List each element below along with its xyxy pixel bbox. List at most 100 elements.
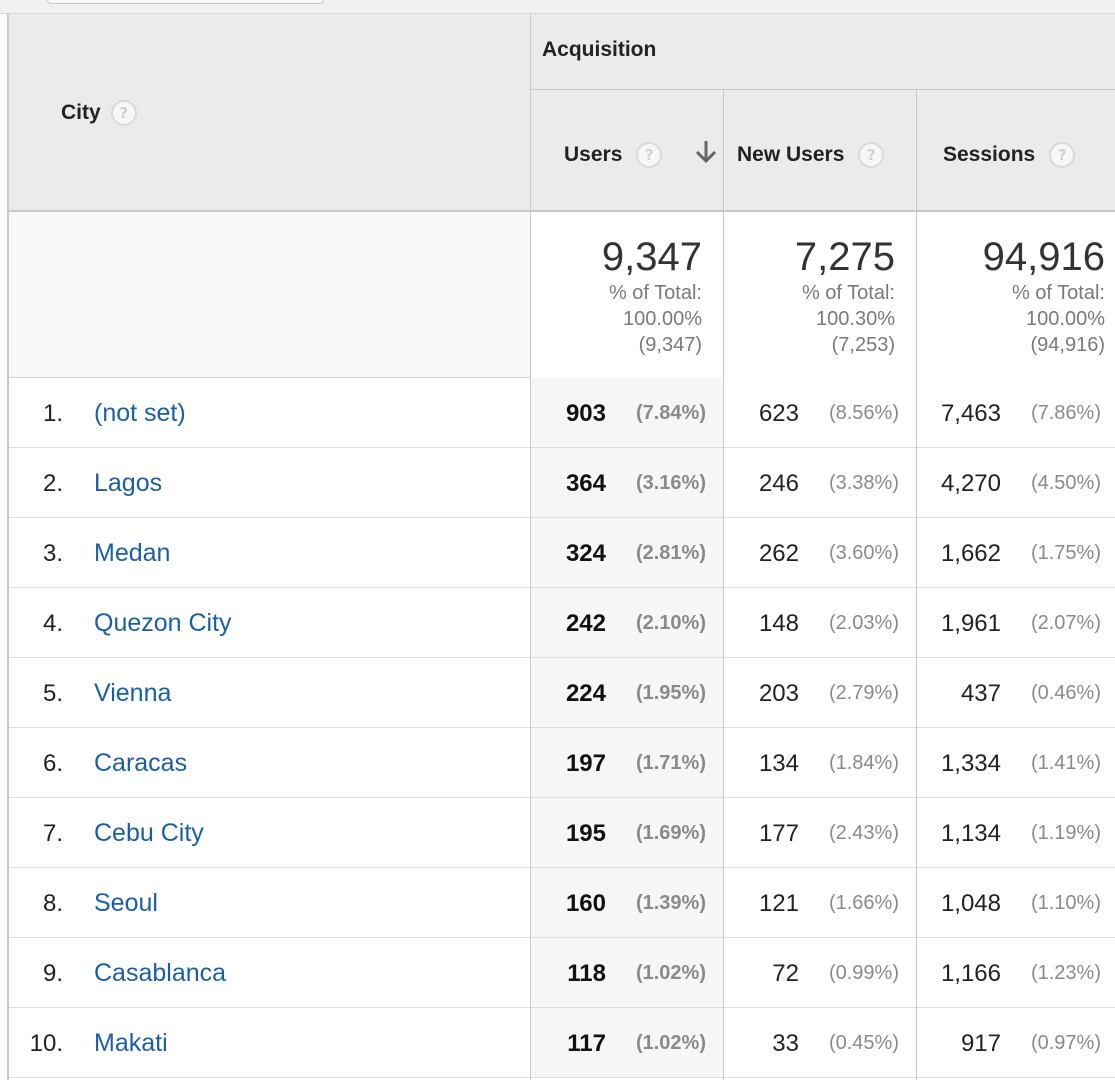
city-link[interactable]: Cebu City	[94, 819, 204, 847]
sessions-value: 7,463	[940, 400, 1001, 427]
help-icon[interactable]: ?	[636, 142, 663, 168]
users-pct: (2.10%)	[635, 612, 706, 634]
column-divider	[723, 89, 724, 1080]
sessions-pct: (1.10%)	[1030, 892, 1101, 914]
row-index: 8.	[42, 890, 63, 917]
city-link[interactable]: Lagos	[94, 469, 163, 497]
city-link[interactable]: Seoul	[94, 889, 158, 917]
sessions-pct: (4.50%)	[1030, 472, 1101, 494]
sorted-column-cell	[531, 938, 724, 1007]
row-index: 4.	[42, 610, 63, 637]
users-total-of: (9,347)	[638, 334, 702, 356]
city-link[interactable]: Vienna	[94, 679, 172, 707]
new-users-column-header[interactable]: New Users ?	[737, 140, 885, 170]
city-column-header[interactable]: City ?	[61, 100, 137, 126]
top-toolbar-strip	[0, 0, 1115, 14]
sessions-pct: (7.86%)	[1030, 402, 1101, 424]
sessions-pct: (1.75%)	[1030, 542, 1101, 564]
sessions-pct: (1.19%)	[1030, 822, 1101, 844]
table-row: 6. Caracas 197 (1.71%) 134 (1.84%) 1,334 (1.41%…	[9, 728, 1115, 798]
city-link[interactable]: Medan	[94, 539, 171, 567]
sessions-value: 917	[960, 1030, 1001, 1057]
users-value: 160	[565, 890, 606, 917]
users-pct: (3.16%)	[635, 472, 706, 494]
row-index: 2.	[42, 470, 63, 497]
table-row: 2. Lagos 364 (3.16%) 246 (3.38%) 4,270 (4.50%)	[9, 448, 1115, 518]
row-index: 6.	[42, 750, 63, 777]
sessions-value: 1,334	[940, 750, 1001, 777]
sessions-total-pct-label: % of Total:	[1011, 282, 1105, 304]
new-users-value: 203	[758, 680, 799, 707]
users-value: 242	[565, 610, 606, 637]
divider	[531, 89, 1115, 90]
new-users-pct: (2.03%)	[828, 612, 899, 634]
users-column-header[interactable]: Users ?	[564, 140, 663, 170]
sorted-column-cell	[531, 518, 724, 587]
city-header-label: City	[61, 101, 101, 124]
new-users-total-cell: 7,275 % of Total: 100.30% (7,253)	[724, 212, 917, 378]
sessions-value: 1,166	[940, 960, 1001, 987]
sort-descending-arrow-icon[interactable]	[693, 138, 719, 166]
users-total-pct: 100.00%	[623, 308, 702, 330]
users-pct: (1.02%)	[635, 1032, 706, 1054]
totals-row: 9,347 % of Total: 100.00% (9,347) 7,275 …	[9, 212, 1115, 378]
users-value: 117	[567, 1030, 606, 1057]
row-index: 1.	[42, 400, 63, 427]
help-icon[interactable]: ?	[858, 142, 885, 168]
new-users-pct: (1.66%)	[828, 892, 899, 914]
new-users-total-pct: 100.30%	[816, 308, 895, 330]
table-row: 7. Cebu City 195 (1.69%) 177 (2.43%) 1,134 (1.1…	[9, 798, 1115, 868]
users-pct: (7.84%)	[635, 402, 706, 424]
report-table: City ? Acquisition Users ? New Users ? S…	[7, 14, 1115, 1080]
sessions-pct: (0.46%)	[1030, 682, 1101, 704]
sessions-total: 94,916	[982, 235, 1105, 279]
row-index: 10.	[29, 1030, 63, 1057]
new-users-value: 246	[758, 470, 799, 497]
users-total: 9,347	[601, 235, 702, 279]
sessions-value: 4,270	[940, 470, 1001, 497]
new-users-value: 72	[772, 960, 799, 987]
column-divider	[530, 14, 531, 1080]
new-users-value: 134	[758, 750, 799, 777]
sessions-pct: (0.97%)	[1030, 1032, 1101, 1054]
table-row: 5. Vienna 224 (1.95%) 203 (2.79%) 437 (0.46%)	[9, 658, 1115, 728]
table-row: 9. Casablanca 118 (1.02%) 72 (0.99%) 1,166 (1.2…	[9, 938, 1115, 1008]
sessions-value: 437	[960, 680, 1001, 707]
table-row: 3. Medan 324 (2.81%) 262 (3.60%) 1,662 (1.75%)	[9, 518, 1115, 588]
sessions-value: 1,048	[940, 890, 1001, 917]
users-value: 364	[565, 470, 606, 497]
users-pct: (1.02%)	[635, 962, 706, 984]
city-link[interactable]: Caracas	[94, 749, 188, 777]
new-users-pct: (2.79%)	[828, 682, 899, 704]
users-value: 118	[567, 960, 606, 987]
help-icon[interactable]: ?	[1049, 142, 1076, 168]
users-pct: (1.69%)	[635, 822, 706, 844]
new-users-value: 623	[758, 400, 799, 427]
sessions-column-header[interactable]: Sessions ?	[943, 140, 1076, 170]
users-total-pct-label: % of Total:	[608, 282, 702, 304]
users-value: 197	[565, 750, 606, 777]
city-link[interactable]: Makati	[94, 1029, 168, 1057]
new-users-pct: (0.99%)	[828, 962, 899, 984]
sorted-column-cell	[531, 378, 724, 447]
sorted-column-cell	[531, 448, 724, 517]
help-icon[interactable]: ?	[110, 100, 137, 126]
new-users-pct: (2.43%)	[828, 822, 899, 844]
city-link[interactable]: Quezon City	[94, 609, 232, 637]
sessions-total-pct: 100.00%	[1026, 308, 1105, 330]
table-row: 4. Quezon City 242 (2.10%) 148 (2.03%) 1,961 (2…	[9, 588, 1115, 658]
row-index: 3.	[42, 540, 63, 567]
city-link[interactable]: Casablanca	[94, 959, 227, 987]
users-pct: (1.71%)	[635, 752, 706, 774]
table-row: 8. Seoul 160 (1.39%) 121 (1.66%) 1,048 (1.10%)	[9, 868, 1115, 938]
dropdown-control[interactable]	[47, 0, 324, 4]
sorted-column-cell	[531, 728, 724, 797]
sessions-pct: (2.07%)	[1030, 612, 1101, 634]
sessions-total-cell: 94,916 % of Total: 100.00% (94,916)	[917, 212, 1115, 378]
new-users-total-of: (7,253)	[831, 334, 895, 356]
row-index: 5.	[42, 680, 63, 707]
table-row: 10. Makati 117 (1.02%) 33 (0.45%) 917 (0.97%)	[9, 1008, 1115, 1078]
new-users-value: 177	[758, 820, 799, 847]
city-link[interactable]: (not set)	[94, 399, 186, 427]
new-users-value: 121	[758, 890, 799, 917]
